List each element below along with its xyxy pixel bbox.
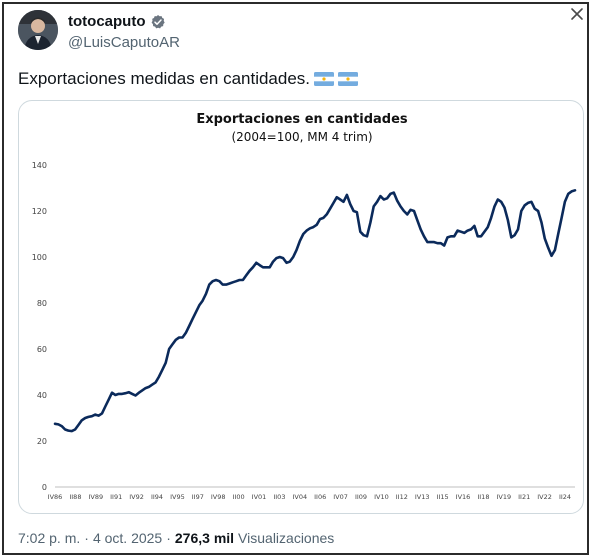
x-tick-label: IV98 bbox=[211, 493, 226, 501]
line-chart: Exportaciones en cantidades (2004=100, M… bbox=[32, 112, 577, 501]
chart-subtitle: (2004=100, MM 4 trim) bbox=[231, 130, 372, 144]
series-line bbox=[53, 189, 577, 433]
x-tick-label: IV22 bbox=[537, 493, 552, 501]
verified-badge-icon bbox=[152, 14, 166, 28]
x-tick-label: IV04 bbox=[292, 493, 307, 501]
close-icon[interactable] bbox=[570, 7, 584, 21]
y-tick-label: 20 bbox=[37, 437, 47, 446]
argentina-flag-icon bbox=[314, 72, 335, 86]
chart-title: Exportaciones en cantidades bbox=[196, 112, 408, 127]
avatar[interactable] bbox=[18, 10, 58, 50]
x-tick-label: II12 bbox=[396, 493, 408, 501]
x-tick-label: IV16 bbox=[456, 493, 471, 501]
tweet-meta: 7:02 p. m. · 4 oct. 2025 · 276,3 mil Vis… bbox=[18, 530, 334, 546]
x-tick-label: IV13 bbox=[415, 493, 430, 501]
chart-image[interactable]: Exportaciones en cantidades (2004=100, M… bbox=[18, 100, 584, 514]
y-tick-label: 140 bbox=[32, 161, 47, 170]
views-label: Visualizaciones bbox=[238, 530, 335, 546]
x-tick-label: II00 bbox=[233, 493, 245, 501]
x-tick-label: II21 bbox=[518, 493, 530, 501]
x-tick-label: IV92 bbox=[129, 493, 144, 501]
views-count: 276,3 mil bbox=[174, 530, 235, 546]
y-tick-label: 0 bbox=[42, 483, 47, 492]
x-tick-label: IV86 bbox=[48, 493, 63, 501]
y-tick-label: 60 bbox=[37, 345, 47, 354]
y-tick-label: 120 bbox=[32, 207, 47, 216]
x-tick-label: II88 bbox=[69, 493, 81, 501]
tweet-body: Exportaciones medidas en cantidades. bbox=[18, 69, 311, 88]
x-tick-label: IV95 bbox=[170, 493, 185, 501]
x-tick-label: II24 bbox=[559, 493, 571, 501]
x-tick-label: II91 bbox=[110, 493, 122, 501]
x-tick-label: IV07 bbox=[333, 493, 348, 501]
author-handle[interactable]: @LuisCaputoAR bbox=[68, 34, 180, 51]
tweet-date[interactable]: 4 oct. 2025 bbox=[92, 530, 163, 546]
avatar-photo bbox=[18, 10, 58, 50]
meta-separator: · bbox=[84, 530, 89, 546]
tweet-time[interactable]: 7:02 p. m. bbox=[18, 530, 81, 546]
author-name-row: totocaputo bbox=[68, 13, 166, 30]
x-tick-label: II03 bbox=[273, 493, 285, 501]
x-tick-label: II18 bbox=[477, 493, 489, 501]
meta-separator: · bbox=[166, 530, 171, 546]
x-tick-label: II15 bbox=[437, 493, 449, 501]
x-tick-label: IV89 bbox=[88, 493, 103, 501]
x-tick-label: IV10 bbox=[374, 493, 389, 501]
x-tick-label: II06 bbox=[314, 493, 326, 501]
tweet-text: Exportaciones medidas en cantidades. bbox=[18, 69, 359, 89]
argentina-flag-icon bbox=[338, 72, 359, 86]
y-tick-label: 100 bbox=[32, 253, 47, 262]
display-name[interactable]: totocaputo bbox=[68, 13, 146, 30]
x-tick-label: II97 bbox=[192, 493, 204, 501]
y-tick-label: 80 bbox=[37, 299, 47, 308]
x-tick-label: IV19 bbox=[496, 493, 511, 501]
tweet-card: totocaputo @LuisCaputoAR Exportaciones m… bbox=[2, 2, 589, 555]
y-tick-label: 40 bbox=[37, 391, 47, 400]
x-tick-label: IV01 bbox=[252, 493, 267, 501]
x-tick-label: II09 bbox=[355, 493, 367, 501]
x-tick-label: II94 bbox=[151, 493, 163, 501]
